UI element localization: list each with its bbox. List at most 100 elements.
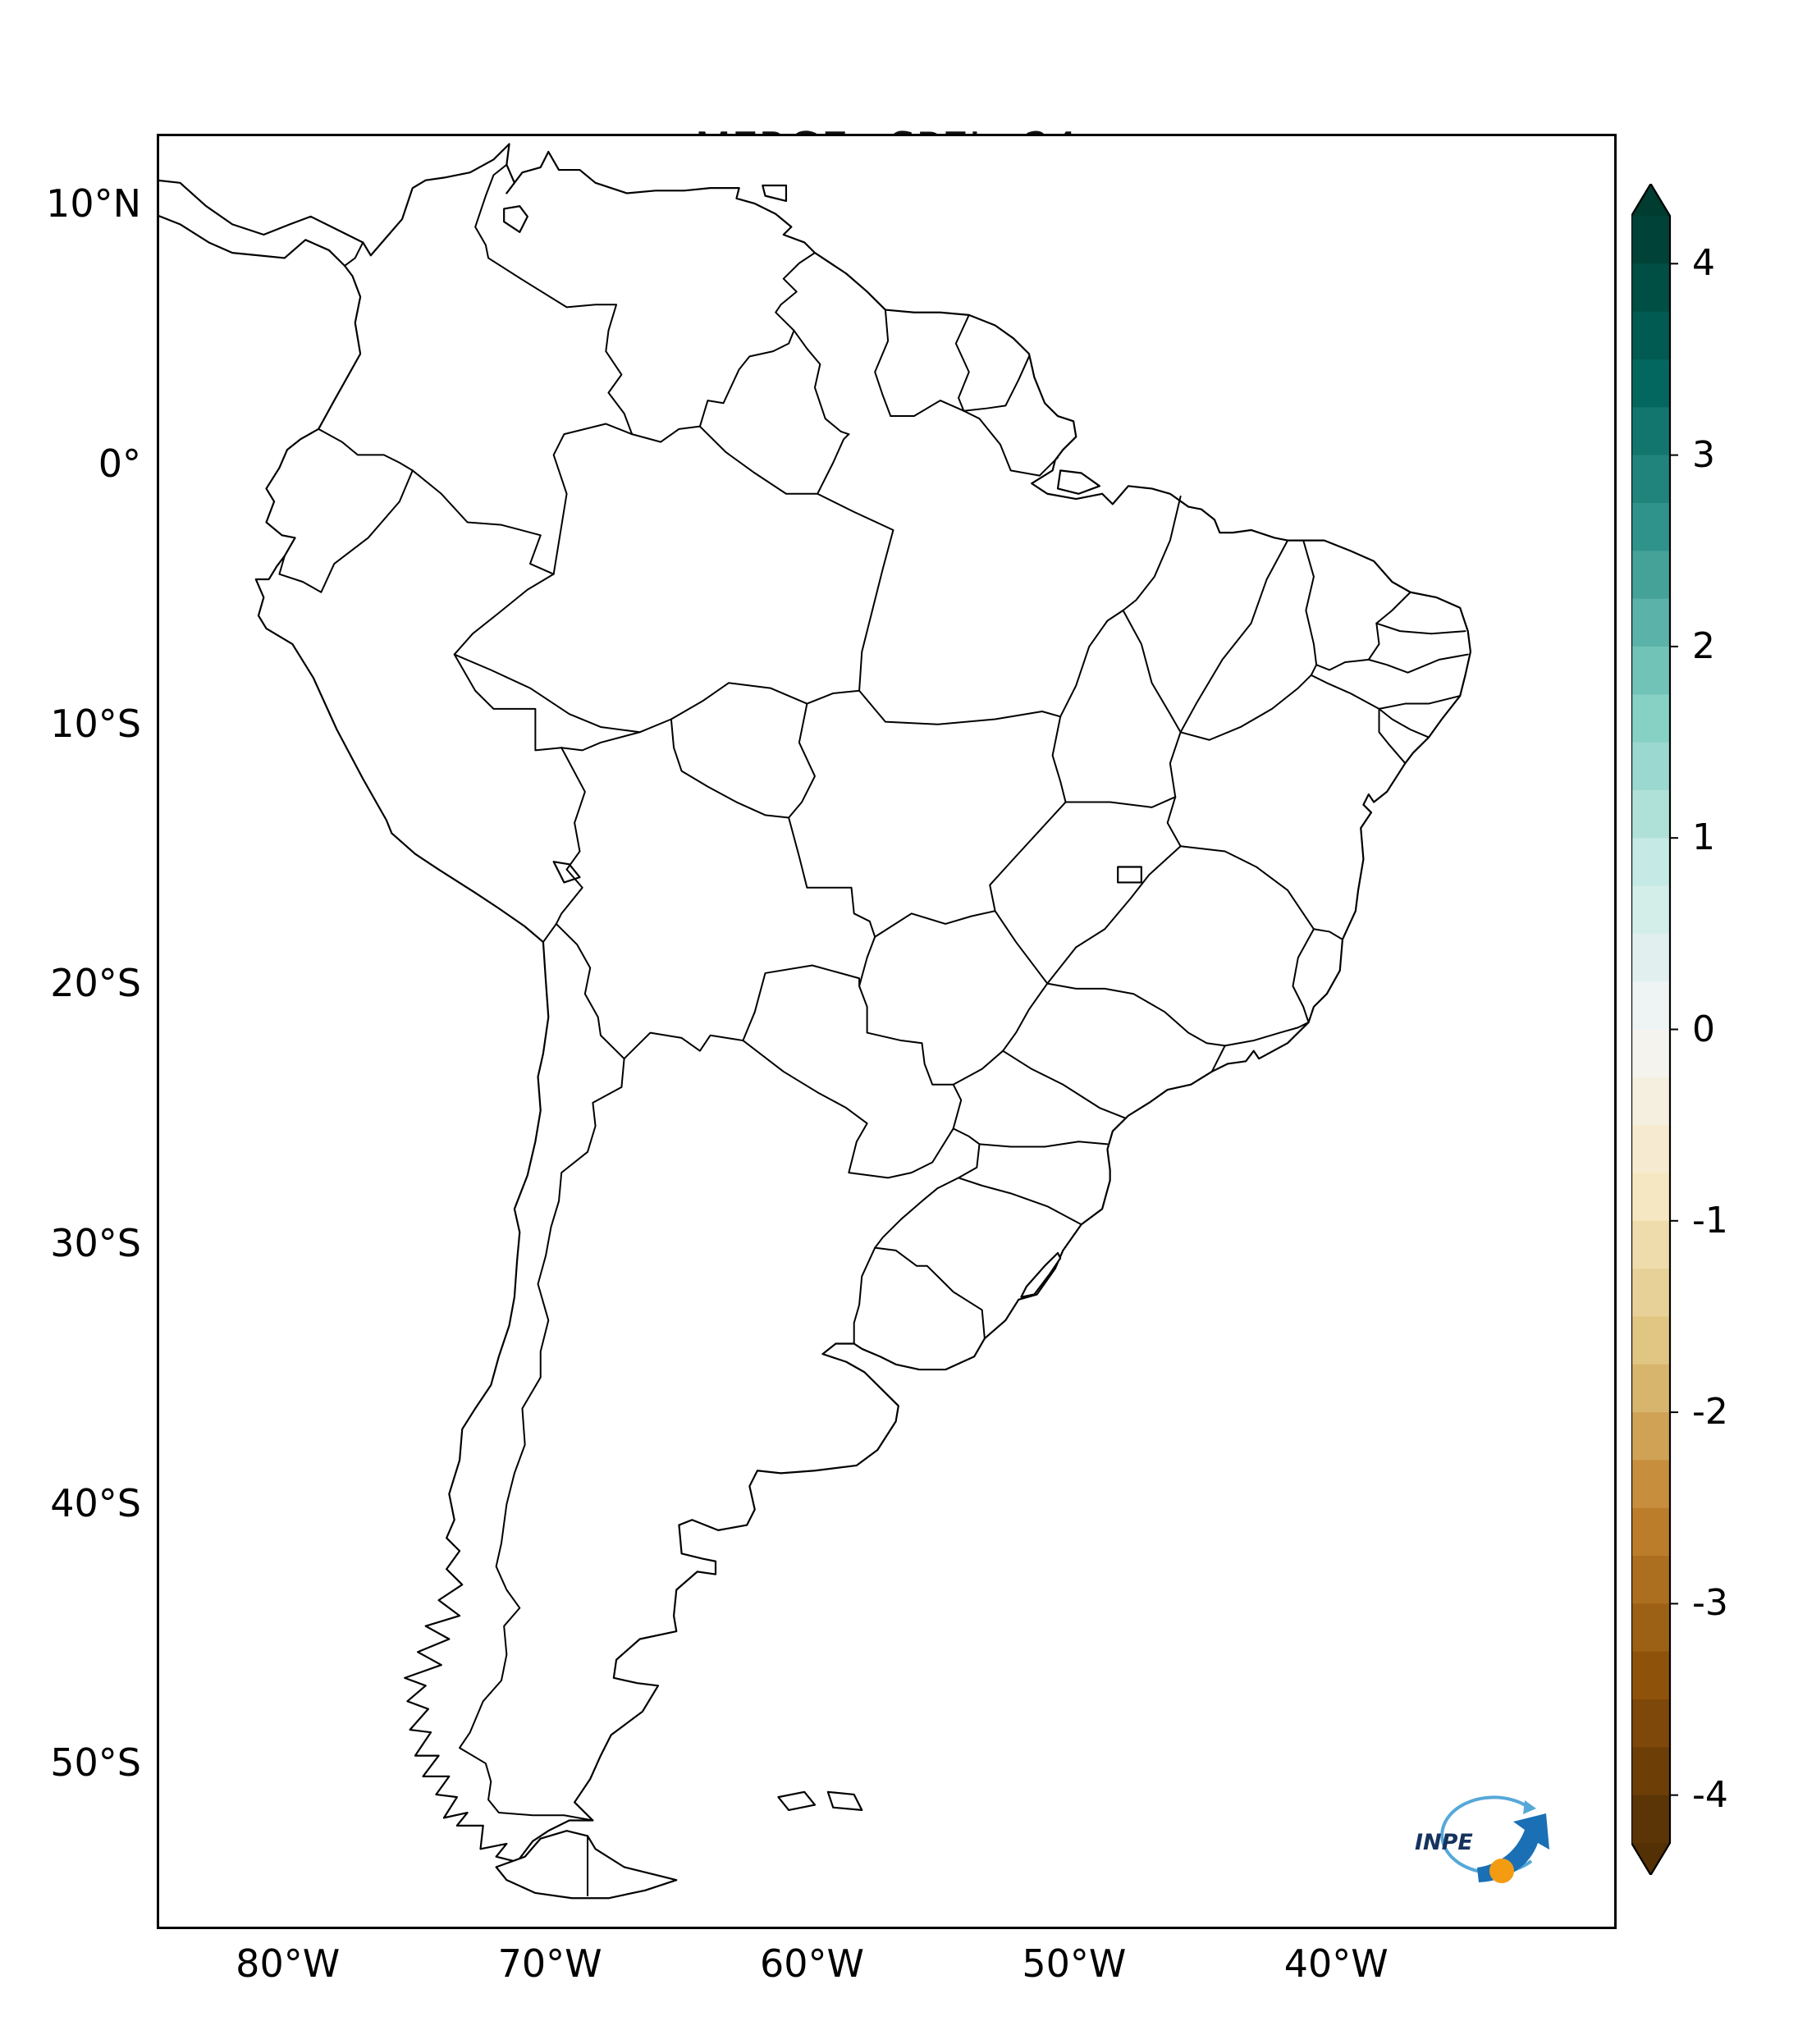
- colorbar-segment: [1631, 1029, 1670, 1078]
- border-argentina-brazil: [875, 1128, 979, 1247]
- border-venezuela-brazil: [632, 331, 794, 442]
- border-guyana-suriname: [875, 310, 890, 416]
- colorbar-extend-min: [1631, 1843, 1670, 1875]
- y-tick-label: 30°S: [50, 1221, 141, 1266]
- colorbar-segment: [1631, 1364, 1670, 1413]
- colorbar-segment: [1631, 885, 1670, 935]
- y-tick-label: 20°S: [50, 961, 141, 1006]
- border-br-maranhao-tocantins: [1123, 610, 1181, 732]
- inpe-logo: INPE: [1405, 1779, 1565, 1894]
- outline-lagoa-dos-patos: [1021, 1253, 1060, 1297]
- x-tick-label: 50°W: [1022, 1941, 1127, 1986]
- colorbar-segment: [1631, 1412, 1670, 1461]
- x-tick-label: 60°W: [759, 1941, 864, 1986]
- colorbar-tick-label: 2: [1692, 624, 1715, 667]
- colorbar-tick-label: -2: [1692, 1391, 1728, 1434]
- colorbar-segment: [1631, 263, 1670, 313]
- border-br-bahia-pernambuco: [1311, 675, 1379, 709]
- border-peru-brazil: [455, 574, 562, 751]
- border-br-piaui-ceara: [1303, 541, 1316, 665]
- border-br-ceara-paraiba: [1369, 624, 1379, 660]
- border-br-pernambuco-alagoas: [1379, 696, 1461, 709]
- colorbar-segment: [1631, 1603, 1670, 1653]
- border-br-acre-amazonas: [455, 655, 640, 733]
- border-br-minas-espiritosanto: [1292, 929, 1313, 1022]
- border-br-paraiba-pernambuco: [1369, 655, 1468, 673]
- border-br-goias-minas: [1047, 846, 1180, 983]
- border-peru-bolivia: [556, 748, 585, 924]
- border-br-para-tocantins: [1060, 610, 1123, 716]
- outline-lake-maracaibo: [504, 206, 528, 232]
- border-bolivia-argentina: [624, 1033, 743, 1059]
- colorbar-segment: [1631, 1220, 1670, 1269]
- border-br-para-matogrosso: [859, 691, 1060, 725]
- colorbar-segment: [1631, 933, 1670, 982]
- x-tick-label: 40°W: [1283, 1941, 1389, 1986]
- colorbar-segment: [1631, 455, 1670, 504]
- border-br-amazonas-rondonia: [671, 683, 807, 719]
- colorbar-segment: [1631, 1507, 1670, 1557]
- border-chile-argentina: [460, 1059, 624, 1820]
- colorbar-segment: [1631, 1316, 1670, 1365]
- map-svg: [159, 136, 1614, 1927]
- border-br-bahia-espiritosanto: [1314, 929, 1343, 940]
- border-br-matogrossodosul-goias: [995, 911, 1048, 983]
- border-colombia-venezuela: [475, 165, 632, 434]
- outline-distrito-federal: [1118, 867, 1141, 882]
- colorbar-segment: [1631, 311, 1670, 360]
- border-suriname-brazil: [890, 400, 963, 416]
- border-br-amazonas-matogrosso: [807, 691, 859, 704]
- x-tick-label: 80°W: [236, 1941, 341, 1986]
- border-colombia-peru: [413, 470, 554, 574]
- outline-falkland-east: [828, 1792, 862, 1810]
- border-br-bahia-minas: [1181, 846, 1314, 929]
- colorbar-segment: [1631, 359, 1670, 408]
- colorbar-tick-label: 4: [1692, 242, 1715, 285]
- border-br-amazonas-para: [817, 494, 893, 691]
- outline-falkland-west: [778, 1792, 815, 1810]
- border-br-alagoas-sergipe: [1379, 709, 1429, 738]
- colorbar-segment: [1631, 694, 1670, 743]
- colorbar-segment: [1631, 502, 1670, 551]
- border-br-saopaulo-parana: [1003, 1051, 1126, 1118]
- border-br-minas-rio: [1225, 1022, 1309, 1045]
- border-colombia-brazil: [554, 424, 632, 574]
- y-tick-label: 40°S: [50, 1480, 141, 1525]
- colorbar-tick-label: -1: [1692, 1199, 1728, 1241]
- border-bolivia-paraguay: [743, 965, 859, 1040]
- border-br-tocantins-matogrosso: [1053, 716, 1066, 802]
- border-suriname-french-guiana: [956, 315, 969, 411]
- colorbar-segment: [1631, 1795, 1670, 1844]
- colorbar-extend-max: [1631, 184, 1670, 216]
- border-guyana-brazil: [794, 331, 849, 434]
- colorbar-segment: [1631, 1699, 1670, 1748]
- outline-tierra-del-fuego: [496, 1831, 677, 1898]
- colorbar-segment: [1631, 742, 1670, 791]
- border-br-ceara-pernambuco: [1316, 660, 1369, 670]
- border-panama-colombia: [345, 242, 363, 265]
- y-tick-label: 10°N: [46, 181, 141, 226]
- border-br-para-maranhao: [1123, 496, 1181, 610]
- logo-text: INPE: [1415, 1830, 1473, 1855]
- colorbar-outline: [1631, 184, 1672, 1875]
- inpe-logo-svg: INPE: [1415, 1795, 1549, 1883]
- x-tick-label: 70°W: [497, 1941, 602, 1986]
- colorbar-tick-label: 3: [1692, 433, 1715, 476]
- colorbar-segment: [1631, 216, 1670, 264]
- border-br-sergipe-bahia: [1379, 709, 1406, 763]
- border-paraguay-brazil: [859, 986, 961, 1129]
- logo-orbit-arrowhead-icon: [1523, 1800, 1536, 1814]
- colorbar-segment: [1631, 1460, 1670, 1509]
- colorbar-segment: [1631, 1556, 1670, 1604]
- colorbar-segment: [1631, 838, 1670, 887]
- border-br-matogrossodosul-saopaulo: [1003, 984, 1047, 1051]
- colorbar-segment: [1631, 407, 1670, 456]
- logo-globe-icon: [1489, 1859, 1514, 1883]
- border-br-saopaulo-rio: [1212, 1045, 1225, 1072]
- border-br-tocantins-bahia: [1170, 732, 1181, 797]
- y-tick-label: 10°S: [50, 701, 141, 746]
- border-colombia-ecuador: [318, 429, 413, 471]
- colorbar-segment: [1631, 1651, 1670, 1700]
- colorbar-segment: [1631, 1747, 1670, 1796]
